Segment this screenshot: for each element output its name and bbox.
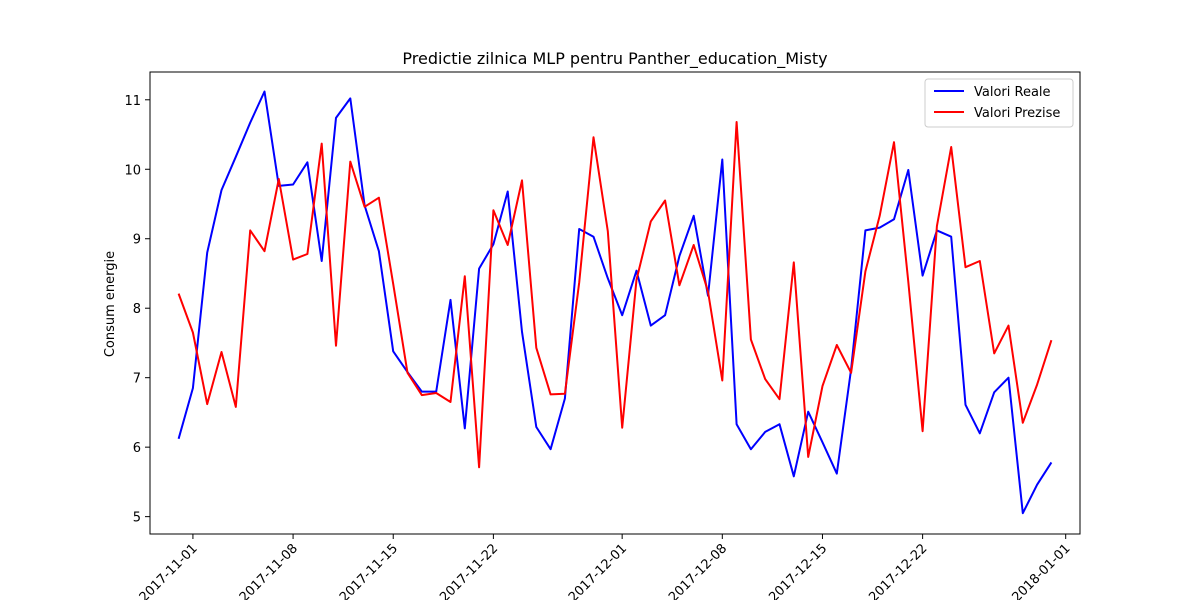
series-line-2 (177, 121, 1053, 469)
series-line-1 (177, 90, 1053, 515)
y-tick-label: 6 (133, 441, 141, 456)
legend-label: Valori Prezise (974, 106, 1060, 121)
y-tick-label: 5 (133, 511, 141, 526)
plot-frame (149, 71, 1081, 535)
y-tick-label: 10 (124, 163, 141, 178)
y-axis-label: Consum energie (103, 251, 118, 357)
legend: Valori Reale Valori Prezise (924, 78, 1074, 128)
chart-title: Predictie zilnica MLP pentru Panther_edu… (402, 49, 827, 69)
series-lines (177, 90, 1053, 515)
y-axis: 5 6 7 8 9 10 11 (124, 94, 150, 526)
y-tick-label: 11 (124, 94, 141, 109)
y-tick-label: 8 (133, 302, 141, 317)
y-tick-label: 9 (133, 233, 141, 248)
legend-label: Valori Reale (974, 85, 1051, 100)
y-tick-label: 7 (133, 372, 141, 387)
